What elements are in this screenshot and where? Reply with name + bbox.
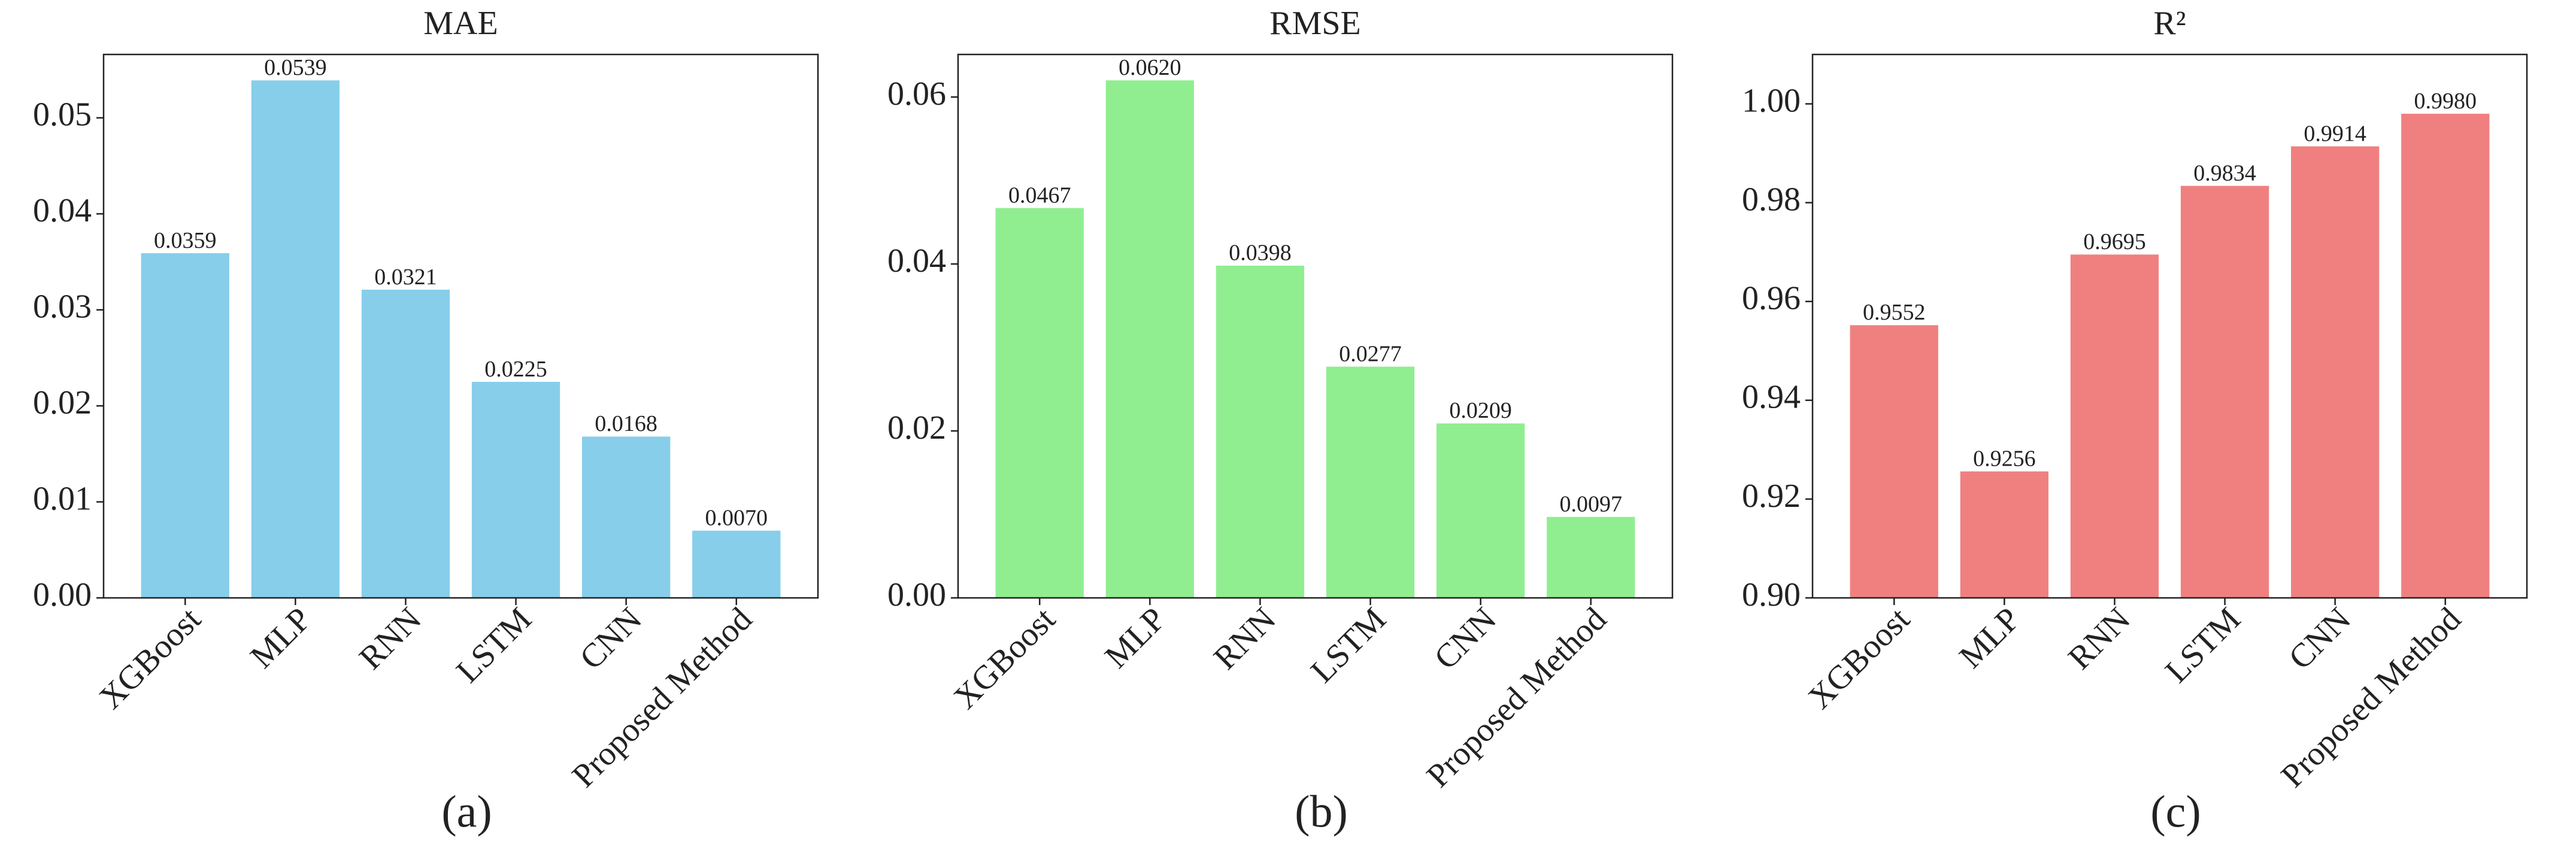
bar — [582, 436, 671, 598]
x-tick-label: XGBoost — [92, 600, 208, 716]
x-tick-label: MLP — [243, 600, 318, 675]
value-label: 0.0398 — [1229, 241, 1292, 266]
value-label: 0.0539 — [264, 55, 327, 80]
x-tick-label: CNN — [1427, 600, 1503, 676]
value-label: 0.9695 — [2083, 229, 2146, 254]
x-tick-label: LSTM — [449, 600, 538, 689]
bar — [692, 530, 781, 598]
bar — [2070, 254, 2159, 598]
x-tick-label: CNN — [572, 600, 648, 676]
bar — [1326, 366, 1415, 598]
y-tick-label: 0.00 — [887, 576, 946, 613]
y-tick-label: 0.00 — [33, 576, 92, 613]
y-tick-label: 0.90 — [1742, 576, 1801, 613]
value-label: 0.0620 — [1119, 55, 1181, 80]
y-tick-label: 0.03 — [33, 288, 92, 326]
value-label: 0.0321 — [374, 265, 437, 290]
caption: (b) — [1295, 786, 1348, 837]
x-tick-label: LSTM — [1304, 600, 1393, 689]
chart-title: RMSE — [1269, 5, 1361, 42]
value-label: 0.0209 — [1449, 398, 1512, 423]
value-label: 0.9834 — [2193, 160, 2256, 186]
value-label: 0.0467 — [1008, 183, 1071, 208]
value-label: 0.0168 — [595, 411, 657, 436]
bar — [1960, 471, 2048, 598]
y-tick-label: 0.05 — [33, 96, 92, 133]
y-tick-label: 0.04 — [33, 192, 92, 229]
x-tick-label: MLP — [1952, 600, 2027, 675]
y-tick-label: 0.02 — [887, 409, 946, 446]
value-label: 0.0070 — [705, 505, 768, 530]
x-tick-label: RNN — [352, 600, 428, 676]
bar — [2401, 114, 2490, 598]
y-tick-label: 0.96 — [1742, 280, 1801, 317]
bar — [141, 253, 229, 598]
axes-frame — [102, 53, 819, 599]
bar — [471, 382, 560, 598]
x-tick-label: XGBoost — [947, 600, 1063, 716]
value-label: 0.9914 — [2304, 121, 2366, 146]
bar — [2291, 146, 2380, 598]
y-tick-label: 0.04 — [887, 242, 946, 279]
bar — [2180, 186, 2269, 598]
x-tick-label: RNN — [1207, 600, 1283, 676]
chart-title: R² — [2153, 5, 2186, 42]
bar — [361, 290, 450, 598]
bar — [1105, 80, 1194, 598]
y-tick-label: 0.02 — [33, 384, 92, 421]
y-tick-label: 0.01 — [33, 480, 92, 517]
x-tick-label: CNN — [2281, 600, 2357, 676]
caption: (c) — [2150, 786, 2201, 837]
bar — [1216, 265, 1305, 598]
y-tick-label: 0.98 — [1742, 181, 1801, 218]
chart-title: MAE — [423, 5, 498, 42]
value-label: 0.0277 — [1339, 341, 1402, 366]
value-label: 0.9552 — [1863, 300, 1926, 325]
bar — [1547, 516, 1635, 598]
x-tick-label: XGBoost — [1801, 600, 1917, 716]
x-tick-label: RNN — [2061, 600, 2137, 676]
x-tick-label: MLP — [1098, 600, 1172, 675]
bar — [251, 80, 340, 598]
value-label: 0.0359 — [154, 228, 217, 253]
value-label: 0.0225 — [484, 357, 547, 382]
bar — [995, 208, 1084, 598]
y-tick-label: 0.06 — [887, 75, 946, 113]
y-tick-label: 1.00 — [1742, 82, 1801, 119]
value-label: 0.9980 — [2414, 89, 2477, 114]
axes-frame — [1811, 53, 2528, 599]
x-tick-label: LSTM — [2158, 600, 2247, 689]
axes-frame — [957, 53, 1674, 599]
value-label: 0.0097 — [1560, 491, 1623, 516]
caption: (a) — [441, 786, 492, 837]
bar — [1437, 423, 1525, 598]
y-tick-label: 0.92 — [1742, 478, 1801, 515]
y-tick-label: 0.94 — [1742, 379, 1801, 416]
value-label: 0.9256 — [1973, 446, 2036, 471]
bar — [1850, 325, 1938, 598]
